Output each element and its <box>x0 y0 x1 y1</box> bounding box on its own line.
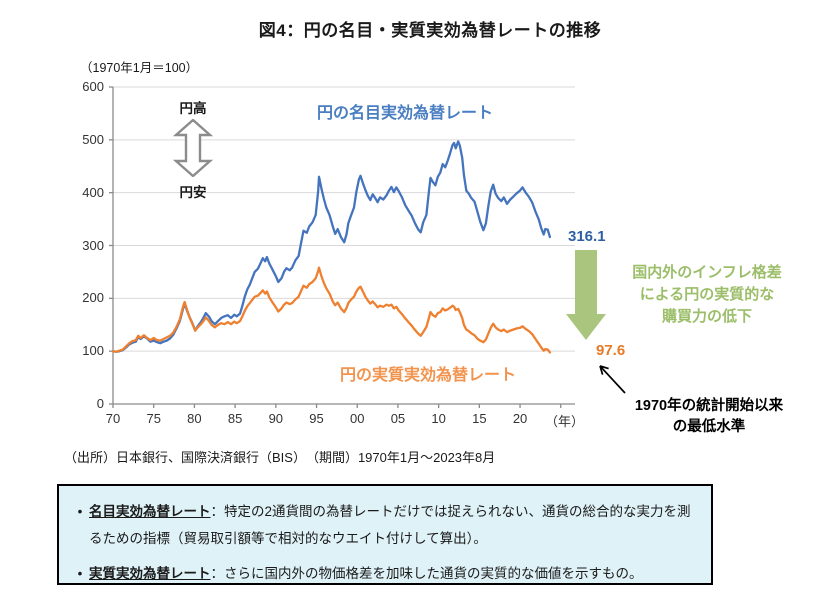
y-tick-label: 200 <box>82 290 104 306</box>
nominal-series-label: 円の名目実効為替レート <box>316 105 493 122</box>
x-axis-unit: （年） <box>545 414 585 429</box>
nominal-end-value: 316.1 <box>568 228 606 245</box>
definition-body: ：特定の2通貨間の為替レートだけでは捉えられない、通貨の総合的な実力を測るための… <box>89 504 691 546</box>
y-tick-label: 600 <box>82 79 104 94</box>
lowest-level-note-line1: 1970年の統計開始以来 <box>634 398 784 414</box>
y-tick-label: 400 <box>82 184 104 200</box>
inflation-gap-note: 国内外のインフレ格差 による円の実質的な 購買力の低下 <box>612 262 802 328</box>
x-tick-label: 85 <box>227 411 243 426</box>
source-note: （出所）日本銀行、国際決済銀行（BIS） （期間）1970年1月～2023年8月 <box>64 450 496 465</box>
definition-term: 実質実効為替レート <box>89 566 211 581</box>
y-tick-label: 500 <box>82 131 104 147</box>
y-tick-label: 100 <box>82 343 104 359</box>
yen-high-label: 円高 <box>179 101 207 116</box>
x-tick-label: 80 <box>187 411 202 426</box>
down-arrow-icon <box>566 250 606 340</box>
lowest-level-note-line2: の最低水準 <box>672 419 746 435</box>
x-tick-label: 20 <box>512 411 528 426</box>
x-tick-label: 95 <box>309 411 324 426</box>
real-end-value: 97.6 <box>596 342 626 359</box>
x-tick-label: 75 <box>146 411 161 426</box>
inflation-gap-note-line2: による円の実質的な <box>639 286 775 303</box>
definitions-box: • 名目実効為替レート：特定の2通貨間の為替レートだけでは捉えられない、通貨の総… <box>57 484 713 585</box>
x-tick-label: 70 <box>105 411 121 426</box>
axis-unit-note: （1970年1月＝100） <box>80 61 199 75</box>
up-down-arrow-icon <box>172 119 214 177</box>
x-tick-label: 90 <box>268 411 284 426</box>
inflation-gap-note-line3: 購買力の低下 <box>661 308 752 325</box>
definition-body: ：さらに国内外の物価格差を加味した通貨の実質的な価値を示すもの。 <box>210 566 643 581</box>
definition-text: 実質実効為替レート：さらに国内外の物価格差を加味した通貨の実質的な価値を示すもの… <box>89 560 643 587</box>
definition-item-nominal: • 名目実効為替レート：特定の2通貨間の為替レートだけでは捉えられない、通貨の総… <box>71 498 697 552</box>
bullet-icon: • <box>77 504 83 519</box>
chart-title: 図4：円の名目・実質実効為替レートの推移 <box>258 21 602 40</box>
y-tick-label: 0 <box>96 396 104 411</box>
plot-svg <box>109 86 575 408</box>
definition-text: 名目実効為替レート：特定の2通貨間の為替レートだけでは捉えられない、通貨の総合的… <box>89 498 697 552</box>
definition-item-real: • 実質実効為替レート：さらに国内外の物価格差を加味した通貨の実質的な価値を示す… <box>71 560 697 587</box>
pointer-arrow-icon <box>599 365 626 394</box>
y-tick-label: 300 <box>82 237 104 253</box>
inflation-gap-note-line1: 国内外のインフレ格差 <box>632 264 782 281</box>
x-tick-label: 10 <box>431 411 446 426</box>
x-tick-label: 15 <box>472 411 487 426</box>
definition-term: 名目実効為替レート <box>89 504 211 519</box>
lowest-level-note: 1970年の統計開始以来 の最低水準 <box>618 396 800 438</box>
x-tick-label: 05 <box>390 411 406 426</box>
real-series-label: 円の実質実効為替レート <box>339 367 516 384</box>
yen-low-label: 円安 <box>179 185 207 200</box>
x-tick-label: 00 <box>349 411 365 426</box>
bullet-icon: • <box>77 566 83 581</box>
real-line-series <box>111 266 552 354</box>
